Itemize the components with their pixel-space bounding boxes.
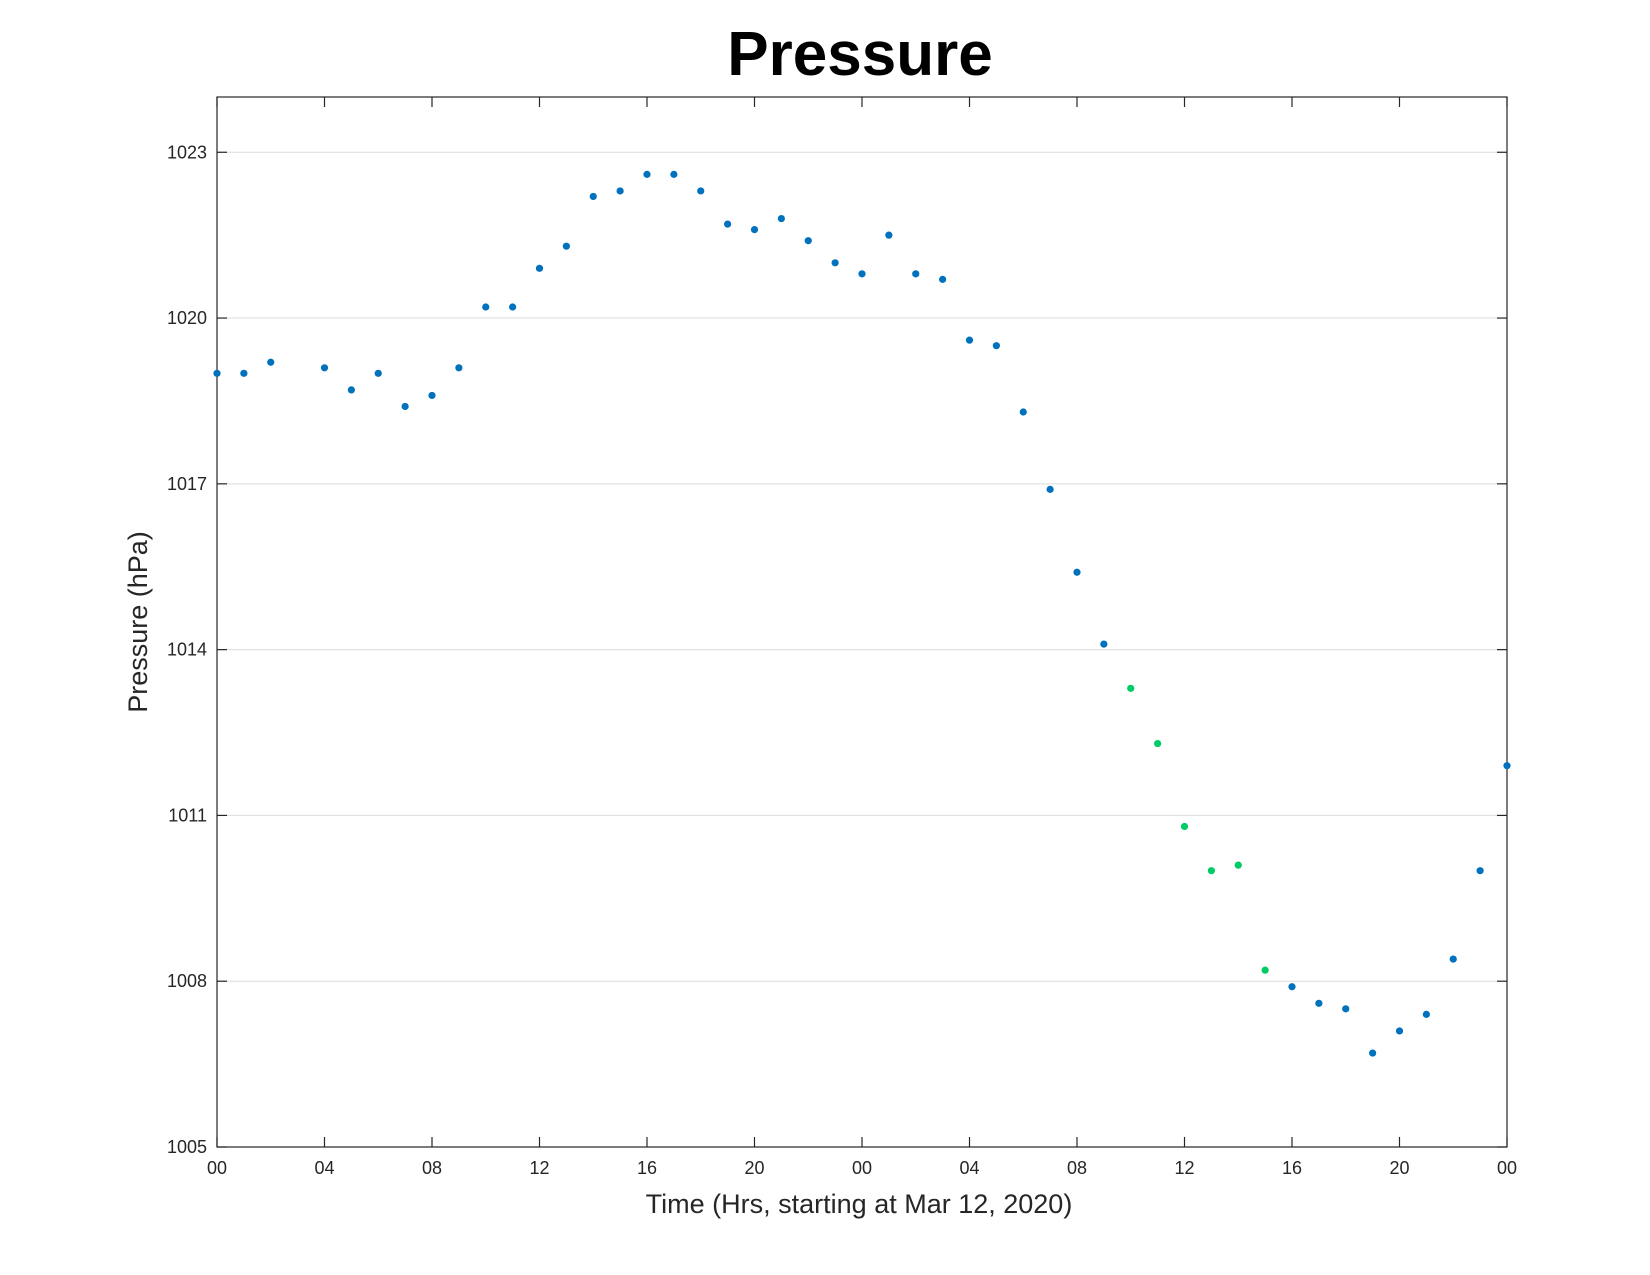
pressure-point <box>643 170 651 178</box>
x-tick-label: 12 <box>1174 1158 1194 1178</box>
x-tick-label: 08 <box>422 1158 442 1178</box>
pressure-point <box>1395 1027 1404 1035</box>
pressure-point <box>939 275 947 283</box>
pressure-point <box>992 342 1000 350</box>
x-tick-label: 08 <box>1067 1158 1087 1178</box>
pressure-point-highlighted <box>1261 966 1269 974</box>
pressure-point <box>562 242 570 250</box>
pressure-point <box>724 220 732 228</box>
pressure-point-highlighted <box>1154 739 1162 748</box>
pressure-point <box>213 369 221 377</box>
pressure-point <box>320 364 329 372</box>
gridlines <box>217 151 1507 982</box>
x-tick-label: 00 <box>852 1158 872 1178</box>
pressure-point <box>1046 485 1054 493</box>
y-tick-label: 1017 <box>167 474 207 494</box>
pressure-point <box>1476 867 1484 875</box>
pressure-point <box>1342 1005 1350 1013</box>
pressure-point <box>1449 955 1457 963</box>
x-tick-label: 16 <box>1282 1158 1302 1178</box>
pressure-point <box>750 226 759 234</box>
pressure-point <box>1100 640 1108 648</box>
pressure-point-highlighted <box>1127 684 1135 692</box>
pressure-point <box>1422 1010 1430 1018</box>
pressure-point <box>482 303 490 311</box>
pressure-point <box>374 369 382 377</box>
data-points <box>213 170 1511 1057</box>
x-tick-label: 12 <box>529 1158 549 1178</box>
y-tick-label: 1008 <box>167 971 207 991</box>
pressure-point <box>535 264 544 272</box>
pressure-point <box>1315 999 1323 1007</box>
pressure-point <box>831 259 839 267</box>
x-tick-label: 20 <box>1389 1158 1409 1178</box>
x-tick-label: 20 <box>744 1158 764 1178</box>
y-tick-label: 1014 <box>167 640 207 660</box>
pressure-point <box>1503 762 1511 770</box>
pressure-point <box>777 214 785 223</box>
x-tick-label: 04 <box>314 1158 334 1178</box>
pressure-point <box>1019 408 1027 416</box>
x-tick-label: 00 <box>1497 1158 1517 1178</box>
pressure-point <box>240 369 248 377</box>
pressure-point-highlighted <box>1207 867 1215 875</box>
pressure-point <box>616 187 624 195</box>
y-tick-label: 1005 <box>167 1137 207 1157</box>
x-tick-label: 16 <box>637 1158 657 1178</box>
pressure-point <box>267 358 275 366</box>
pressure-point <box>804 237 812 245</box>
pressure-point-highlighted <box>1180 822 1189 831</box>
axis-ticks: 1005 1008 1011 1014 1017 1020 1023 00 04 08 12 16 20… <box>167 97 1517 1178</box>
pressure-point <box>509 303 517 311</box>
y-tick-label: 1023 <box>167 142 207 162</box>
pressure-point <box>428 391 436 400</box>
pressure-point <box>589 192 597 201</box>
pressure-point <box>401 402 409 411</box>
y-tick-label: 1011 <box>168 805 207 825</box>
pressure-point <box>347 386 355 394</box>
x-tick-label: 04 <box>959 1158 979 1178</box>
pressure-point <box>1288 983 1296 991</box>
y-tick-label: 1020 <box>167 308 207 328</box>
pressure-point <box>670 170 678 178</box>
y-axis-label: Pressure (hPa) <box>123 531 153 713</box>
x-tick-label: 00 <box>207 1158 227 1178</box>
pressure-point-highlighted <box>1234 861 1242 869</box>
pressure-point <box>912 270 920 278</box>
x-axis-label: Time (Hrs, starting at Mar 12, 2020) <box>646 1189 1073 1219</box>
pressure-point <box>965 336 974 344</box>
chart-title: Pressure <box>727 20 992 89</box>
pressure-point <box>697 187 705 195</box>
pressure-point <box>885 231 893 239</box>
pressure-point <box>455 364 463 372</box>
pressure-point <box>1073 568 1081 576</box>
pressure-point <box>858 270 866 278</box>
pressure-point <box>1369 1049 1377 1057</box>
